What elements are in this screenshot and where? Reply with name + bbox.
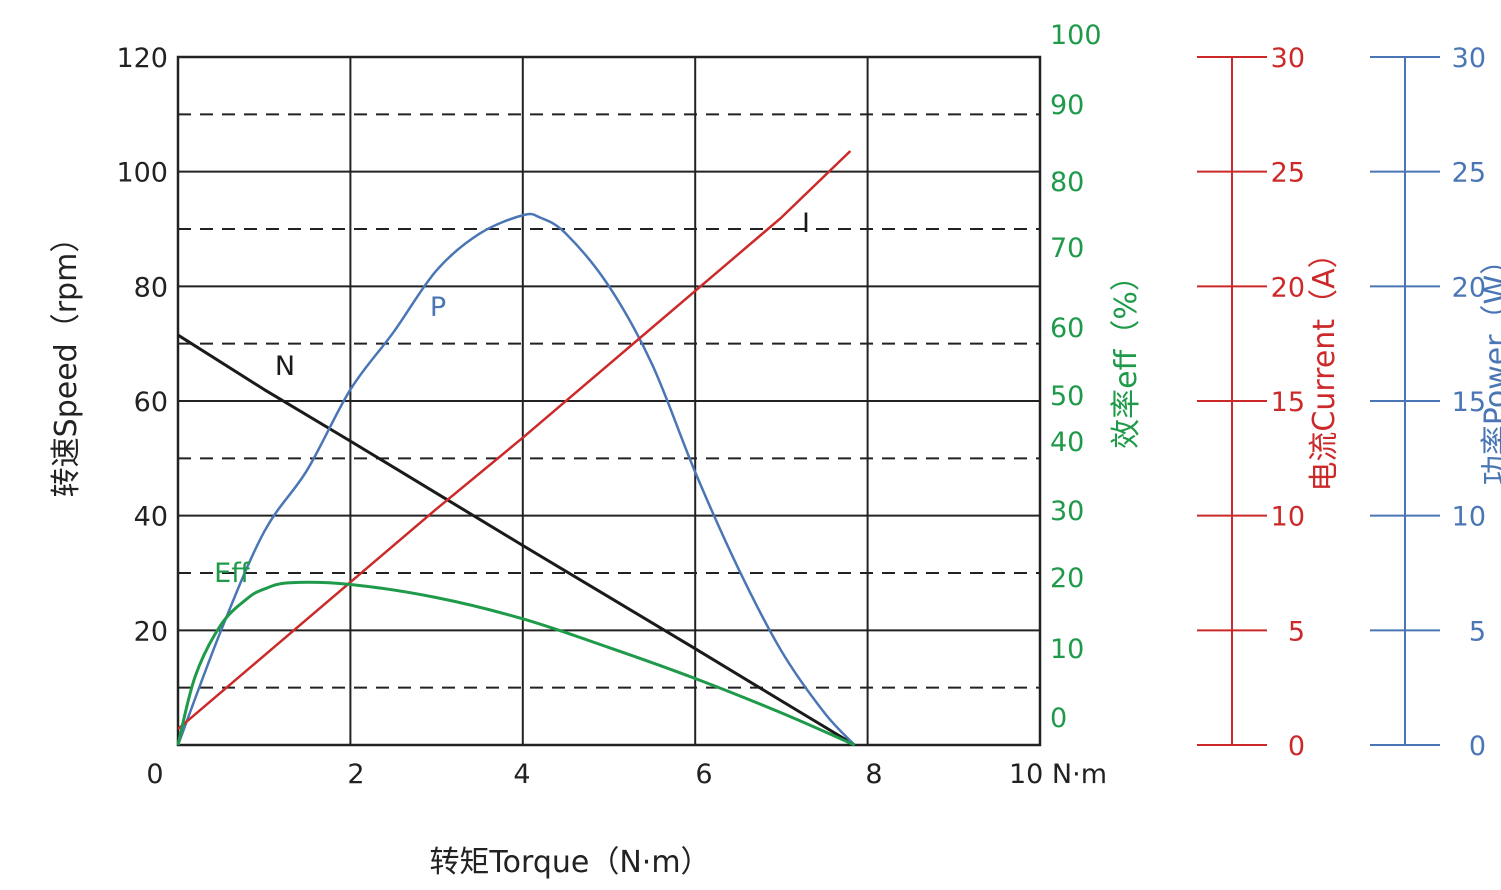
curve-label-n: N <box>275 351 295 382</box>
y-tick-power: 20 <box>1452 272 1486 303</box>
y-tick-efficiency: 40 <box>1050 427 1084 458</box>
y-tick-current: 10 <box>1271 502 1305 533</box>
y-tick-power: 0 <box>1469 731 1486 762</box>
y-axis-label-power: 功率Power（W） <box>1479 245 1501 485</box>
y-tick-current: 5 <box>1288 616 1305 647</box>
y-tick-power: 5 <box>1469 616 1486 647</box>
y-tick-efficiency: 60 <box>1050 313 1084 344</box>
y-axis-label-efficiency: 效率eff（%） <box>1109 261 1144 449</box>
y-tick-efficiency: 20 <box>1050 563 1084 594</box>
y-tick-current: 30 <box>1271 43 1305 74</box>
curve-label-p: P <box>430 292 446 323</box>
series-p-line <box>176 212 856 746</box>
curve-label-i: I <box>802 208 810 239</box>
series-i-line <box>177 150 852 730</box>
y-tick-power: 10 <box>1452 502 1486 533</box>
y-tick-current: 25 <box>1271 158 1305 189</box>
y-tick-speed: 120 <box>116 43 168 74</box>
y-tick-efficiency: 0 <box>1050 703 1067 734</box>
x-tick: 2 <box>347 759 364 790</box>
y-tick-efficiency: 50 <box>1050 381 1084 412</box>
y-tick-efficiency: 80 <box>1050 167 1084 198</box>
y-tick-speed: 80 <box>134 272 168 303</box>
y-tick-current: 15 <box>1271 387 1305 418</box>
y-tick-efficiency: 10 <box>1050 634 1084 665</box>
y-tick-power: 15 <box>1452 387 1486 418</box>
y-tick-speed: 20 <box>134 616 168 647</box>
x-tick: 6 <box>695 759 712 790</box>
y-tick-speed: 100 <box>116 158 168 189</box>
y-axis-label-current: 电流Current（A） <box>1307 238 1342 491</box>
plot-frame <box>176 55 1042 747</box>
y-tick-efficiency: 100 <box>1050 20 1102 51</box>
series <box>176 150 856 747</box>
y-tick-speed: 60 <box>134 387 168 418</box>
x-tick: 4 <box>513 759 530 790</box>
x-tick: 8 <box>865 759 882 790</box>
curve-label-eff: Eff <box>214 558 251 589</box>
y-tick-power: 25 <box>1452 158 1486 189</box>
y-tick-efficiency: 90 <box>1050 90 1084 121</box>
labels: N P I Eff <box>214 208 810 589</box>
y-tick-power: 30 <box>1452 43 1486 74</box>
x-tick: 0 <box>146 759 163 790</box>
y-axis-label-speed: 转速Speed（rpm） <box>49 223 84 498</box>
x-axis-label: 转矩Torque（N·m） <box>429 845 710 880</box>
series-eff-line <box>176 580 856 747</box>
y-tick-efficiency: 30 <box>1050 496 1084 527</box>
grid <box>177 56 1041 746</box>
x-tick: 10 N·m <box>1009 759 1107 790</box>
y-tick-speed: 40 <box>134 502 168 533</box>
y-tick-efficiency: 70 <box>1050 233 1084 264</box>
y-tick-current: 20 <box>1271 272 1305 303</box>
series-n-line <box>177 333 856 747</box>
y-tick-current: 0 <box>1288 731 1305 762</box>
